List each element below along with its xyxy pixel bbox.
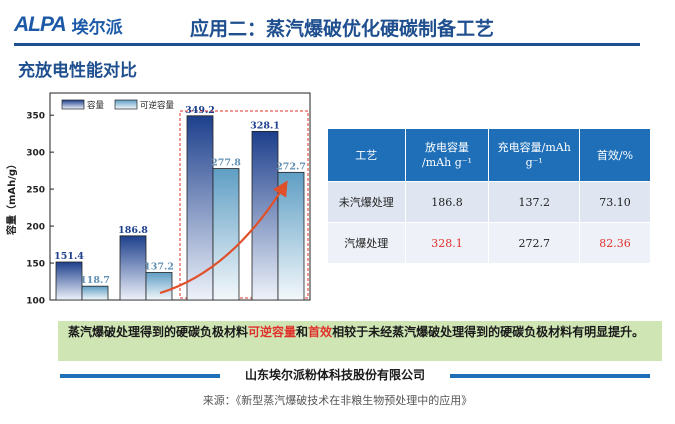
- data-label: 272.7: [276, 161, 306, 172]
- y-tick-label: 200: [26, 223, 45, 233]
- cell-efficiency: 82.36: [578, 222, 652, 264]
- conclusion-text-3: 相较于未经蒸汽爆破处理得到的硬碳负极材料有明显提升。: [332, 325, 645, 339]
- legend-swatch-reversible: [114, 99, 138, 110]
- cell-discharge: 186.8: [404, 181, 490, 223]
- company-logo: ALPA 埃尔派: [14, 12, 123, 38]
- cell-discharge: 328.1: [404, 222, 490, 264]
- highlight-box: [179, 110, 309, 299]
- capacity-bar-chart: 100 150 200 250 300 350 容量（mAh/g） 容量 可逆容量 151…: [5, 92, 311, 307]
- title-divider: [14, 43, 640, 46]
- data-label: 151.4: [54, 251, 84, 262]
- conclusion-highlight-capacity: 可逆容量: [248, 325, 297, 339]
- bar: [186, 115, 214, 301]
- bars-group: 151.4 186.8 349.2 328.1 118.7 137.2 277.8 272.7: [54, 105, 306, 301]
- cell-process: 汽爆处理: [327, 222, 406, 264]
- source-citation: 来源：《新型蒸汽爆破技术在非粮生物预处理中的应用》: [202, 394, 473, 407]
- data-label: 186.8: [118, 225, 148, 236]
- th-charge: 充电容量/mAh g⁻¹: [488, 128, 580, 182]
- table-header-row: 工艺 放电容量 /mAh g⁻¹ 充电容量/mAh g⁻¹ 首效/%: [327, 128, 652, 182]
- conclusion-box: 蒸汽爆破处理得到的硬碳负极材料可逆容量和首效相较于未经蒸汽爆破处理得到的硬碳负极…: [58, 321, 662, 361]
- y-axis-label: 容量（mAh/g）: [5, 159, 18, 236]
- data-label: 137.2: [144, 261, 174, 272]
- legend-swatch-capacity: [61, 99, 85, 110]
- company-name: 山东埃尔派粉体科技股份有限公司: [244, 368, 425, 382]
- y-axis: 100 150 200 250 300 350: [26, 112, 54, 307]
- y-tick-label: 300: [26, 149, 45, 159]
- data-label: 118.7: [80, 275, 110, 286]
- table-row: 未汽爆处理 186.8 137.2 73.10: [327, 181, 652, 223]
- conclusion-text-1: 蒸汽爆破处理得到的硬碳负极材料: [68, 325, 249, 339]
- bar: [55, 261, 83, 301]
- chart-legend: 容量 可逆容量: [61, 99, 175, 111]
- conclusion-text-2: 和: [296, 325, 309, 339]
- y-tick-label: 150: [26, 260, 45, 270]
- bar: [81, 285, 109, 301]
- bar: [277, 171, 305, 301]
- y-tick-label: 350: [26, 112, 45, 122]
- bar: [251, 130, 279, 301]
- y-tick-label: 100: [26, 297, 45, 307]
- cell-charge: 137.2: [488, 181, 580, 223]
- conclusion-highlight-efficiency: 首效: [308, 325, 333, 339]
- th-discharge: 放电容量 /mAh g⁻¹: [404, 128, 490, 182]
- logo-cn-text: 埃尔派: [71, 17, 123, 38]
- th-efficiency: 首效/%: [578, 128, 652, 182]
- trend-arrow: [159, 180, 288, 295]
- data-label: 328.1: [250, 120, 280, 131]
- footer-line-right: [450, 374, 650, 378]
- section-title: 充放电性能对比: [18, 61, 137, 81]
- slide-title: 应用二：蒸汽爆破优化硬碳制备工艺: [190, 18, 495, 40]
- performance-table: 工艺 放电容量 /mAh g⁻¹ 充电容量/mAh g⁻¹ 首效/% 未汽爆处理…: [327, 128, 652, 264]
- table-row: 汽爆处理 328.1 272.7 82.36: [327, 222, 652, 264]
- cell-process: 未汽爆处理: [327, 181, 406, 223]
- cell-charge: 272.7: [488, 222, 580, 264]
- logo-mark: ALPA: [14, 13, 67, 36]
- footer-line-left: [60, 374, 220, 378]
- y-tick-label: 250: [26, 186, 45, 196]
- legend-label-reversible: 可逆容量: [140, 100, 175, 111]
- bar: [119, 235, 147, 301]
- th-process: 工艺: [327, 128, 406, 182]
- legend-label-capacity: 容量: [87, 100, 105, 111]
- data-label: 277.8: [211, 158, 241, 169]
- bar: [212, 168, 240, 301]
- bar: [145, 272, 173, 301]
- cell-efficiency: 73.10: [578, 181, 652, 223]
- plot-frame: [49, 92, 311, 301]
- data-label: 349.2: [185, 105, 215, 116]
